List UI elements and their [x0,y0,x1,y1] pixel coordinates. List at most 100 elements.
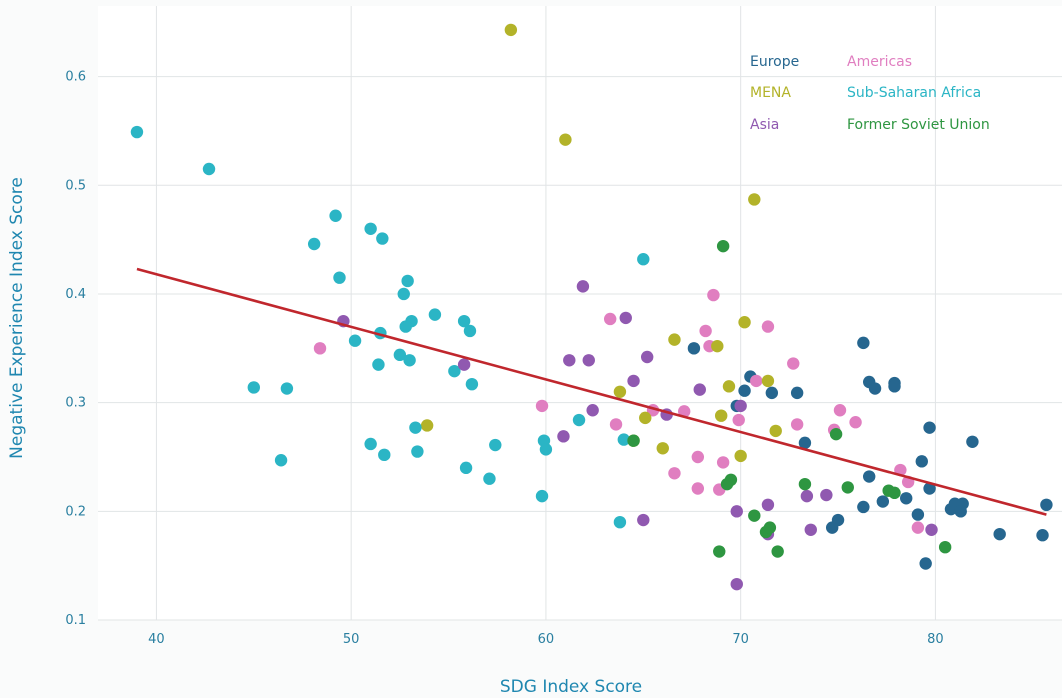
data-point [829,427,843,441]
data-point [857,336,870,350]
legend-item: Former Soviet Union [847,117,990,133]
legend-item: Americas [847,54,912,70]
data-point [586,404,599,417]
data-point [841,481,854,494]
y-tick-label: 0.6 [65,70,86,85]
data-point [504,23,518,37]
legend-item: Asia [750,117,779,133]
data-point [993,527,1006,541]
data-point [280,382,294,395]
data-point [420,419,434,432]
data-point [761,374,775,388]
data-point [329,209,342,222]
data-point [677,405,691,418]
data-point [557,430,570,443]
data-point [576,280,590,293]
data-point [247,381,260,394]
series-americas [313,288,925,534]
x-axis-ticks: 40 50 60 70 80 [148,632,944,647]
data-point [333,271,346,284]
data-point [923,482,936,495]
data-point [863,470,876,483]
data-point [876,495,890,508]
data-point [966,435,979,448]
data-point [748,193,761,206]
data-point [720,477,734,491]
y-tick-label: 0.1 [65,613,86,628]
data-point [483,472,496,485]
data-point [563,354,576,367]
data-point [535,489,549,503]
data-point [748,509,761,522]
y-tick-label: 0.4 [65,287,86,302]
data-point [919,557,932,570]
data-point [687,342,701,355]
y-tick-label: 0.5 [65,178,86,193]
series-former-soviet-union [627,239,952,558]
x-tick-label: 80 [927,632,944,647]
data-point [307,237,321,251]
data-point [364,437,377,451]
data-point [640,350,654,364]
data-points [130,23,1053,591]
data-point [613,385,627,398]
data-point [888,380,901,393]
data-point [868,382,882,395]
data-point [722,380,736,393]
data-point [489,438,502,452]
data-point [582,354,595,367]
data-point [668,333,681,346]
data-point [668,467,681,480]
data-point [397,287,410,301]
legend-item: MENA [750,85,791,101]
data-point [800,489,814,503]
data-point [401,274,414,288]
gridlines [98,6,1062,621]
data-point [459,461,473,475]
data-point [798,436,812,450]
x-tick-label: 60 [538,632,555,647]
data-point [734,449,747,463]
data-point [274,454,288,467]
data-point [372,358,385,371]
data-point [714,409,728,422]
data-point [716,239,730,253]
data-point [572,413,586,427]
data-point [202,162,216,176]
data-point [348,334,362,347]
data-point [804,523,817,537]
data-point [457,314,471,328]
data-point [730,505,743,518]
series-sub-saharan-africa [130,125,650,529]
data-point [603,312,617,326]
data-point [820,488,833,502]
y-tick-label: 0.3 [65,396,86,411]
data-point [857,500,870,514]
data-point [627,434,640,447]
data-point [925,523,938,537]
y-axis-title: Negative Experience Index Score [7,177,27,459]
legend-item: Europe [750,54,799,70]
legend-item: Sub-Saharan Africa [847,85,981,101]
data-point [825,521,839,534]
data-point [691,482,705,495]
data-point [769,424,782,438]
data-point [393,348,407,362]
data-point [849,416,862,429]
data-point [787,357,800,370]
data-point [738,384,751,397]
data-point [833,404,847,417]
data-point [376,232,389,245]
data-point [559,133,572,146]
data-point [411,445,424,458]
x-tick-label: 50 [343,632,360,647]
data-point [734,399,747,413]
data-point [691,450,705,464]
data-point [761,320,775,333]
plot-area [98,6,1062,620]
data-point [627,374,640,388]
data-point [790,386,804,400]
data-point [763,521,777,534]
data-point [888,486,901,500]
